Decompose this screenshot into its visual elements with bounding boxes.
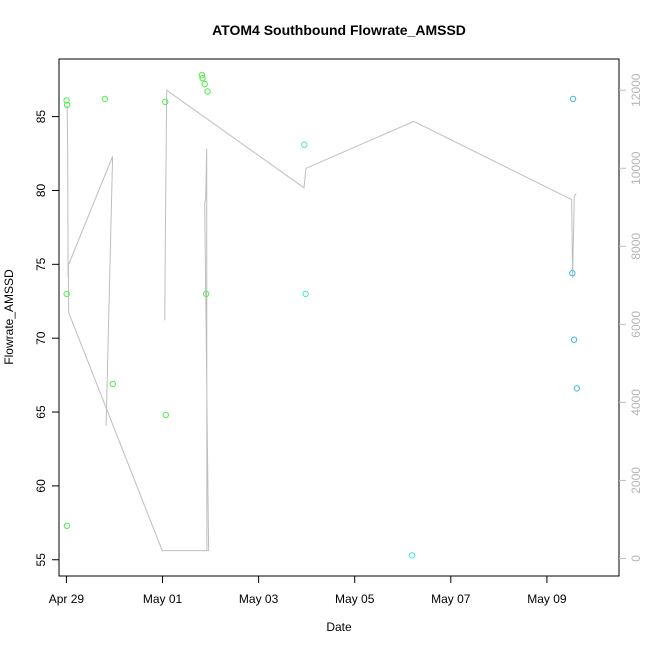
y-tick-label: 65 [34,405,48,419]
data-point-6 [162,98,169,106]
data-point-17 [569,95,577,103]
data-point-12 [204,88,211,95]
data-point-11 [203,290,210,298]
y2-tick-label: 2000 [629,467,643,494]
x-axis-label: Date [326,620,352,634]
y2-tick-label: 8000 [629,233,643,260]
data-point-13 [301,141,308,148]
y-tick-label: 85 [34,110,48,124]
y2-tick-label: 4000 [629,389,643,416]
data-point-14 [302,290,309,298]
series-line-3 [164,89,577,321]
x-tick-label: May 07 [431,592,471,606]
y-tick-label: 80 [34,183,48,197]
line-series-layer [66,89,577,552]
data-point-9 [199,75,206,82]
x-tick-label: May 03 [239,592,279,606]
data-point-1 [63,290,70,298]
data-point-0 [63,97,70,104]
y-tick-label: 55 [34,553,48,567]
data-point-18 [570,336,578,343]
series-line-1 [66,105,210,552]
data-point-7 [162,411,170,419]
y-axis-right: 0 2000 4000 6000 8000 10000 12000 [619,73,643,562]
y-tick-label: 60 [34,479,48,493]
y-axis-left: 55 60 65 70 75 80 85 [34,110,59,567]
scatter-points-layer [63,72,580,559]
x-tick-label: Apr 29 [49,592,85,606]
y-tick-label: 70 [34,331,48,345]
data-point-15 [408,552,416,559]
data-point-16 [569,270,576,277]
data-point-8 [198,72,206,79]
x-axis: Apr 29 May 01 May 03 May 05 May 07 May 09 [49,576,567,606]
data-point-19 [573,385,580,392]
y-axis-label: Flowrate_AMSSD [2,269,16,365]
y2-tick-label: 6000 [629,311,643,338]
x-tick-label: May 01 [143,592,183,606]
plot-area-frame [58,58,620,577]
data-point-2 [63,522,71,529]
series-line-2 [67,156,114,426]
data-point-3 [63,101,71,109]
y2-tick-label: 0 [629,555,643,562]
chart-title: ATOM4 Southbound Flowrate_AMSSD [212,22,466,38]
data-point-5 [109,380,117,388]
x-tick-label: May 09 [527,592,567,606]
x-tick-label: May 05 [335,592,375,606]
y-tick-label: 75 [34,257,48,271]
data-point-4 [101,95,109,103]
y2-tick-label: 12000 [629,73,643,107]
y2-tick-label: 10000 [629,151,643,185]
data-point-10 [201,80,208,88]
